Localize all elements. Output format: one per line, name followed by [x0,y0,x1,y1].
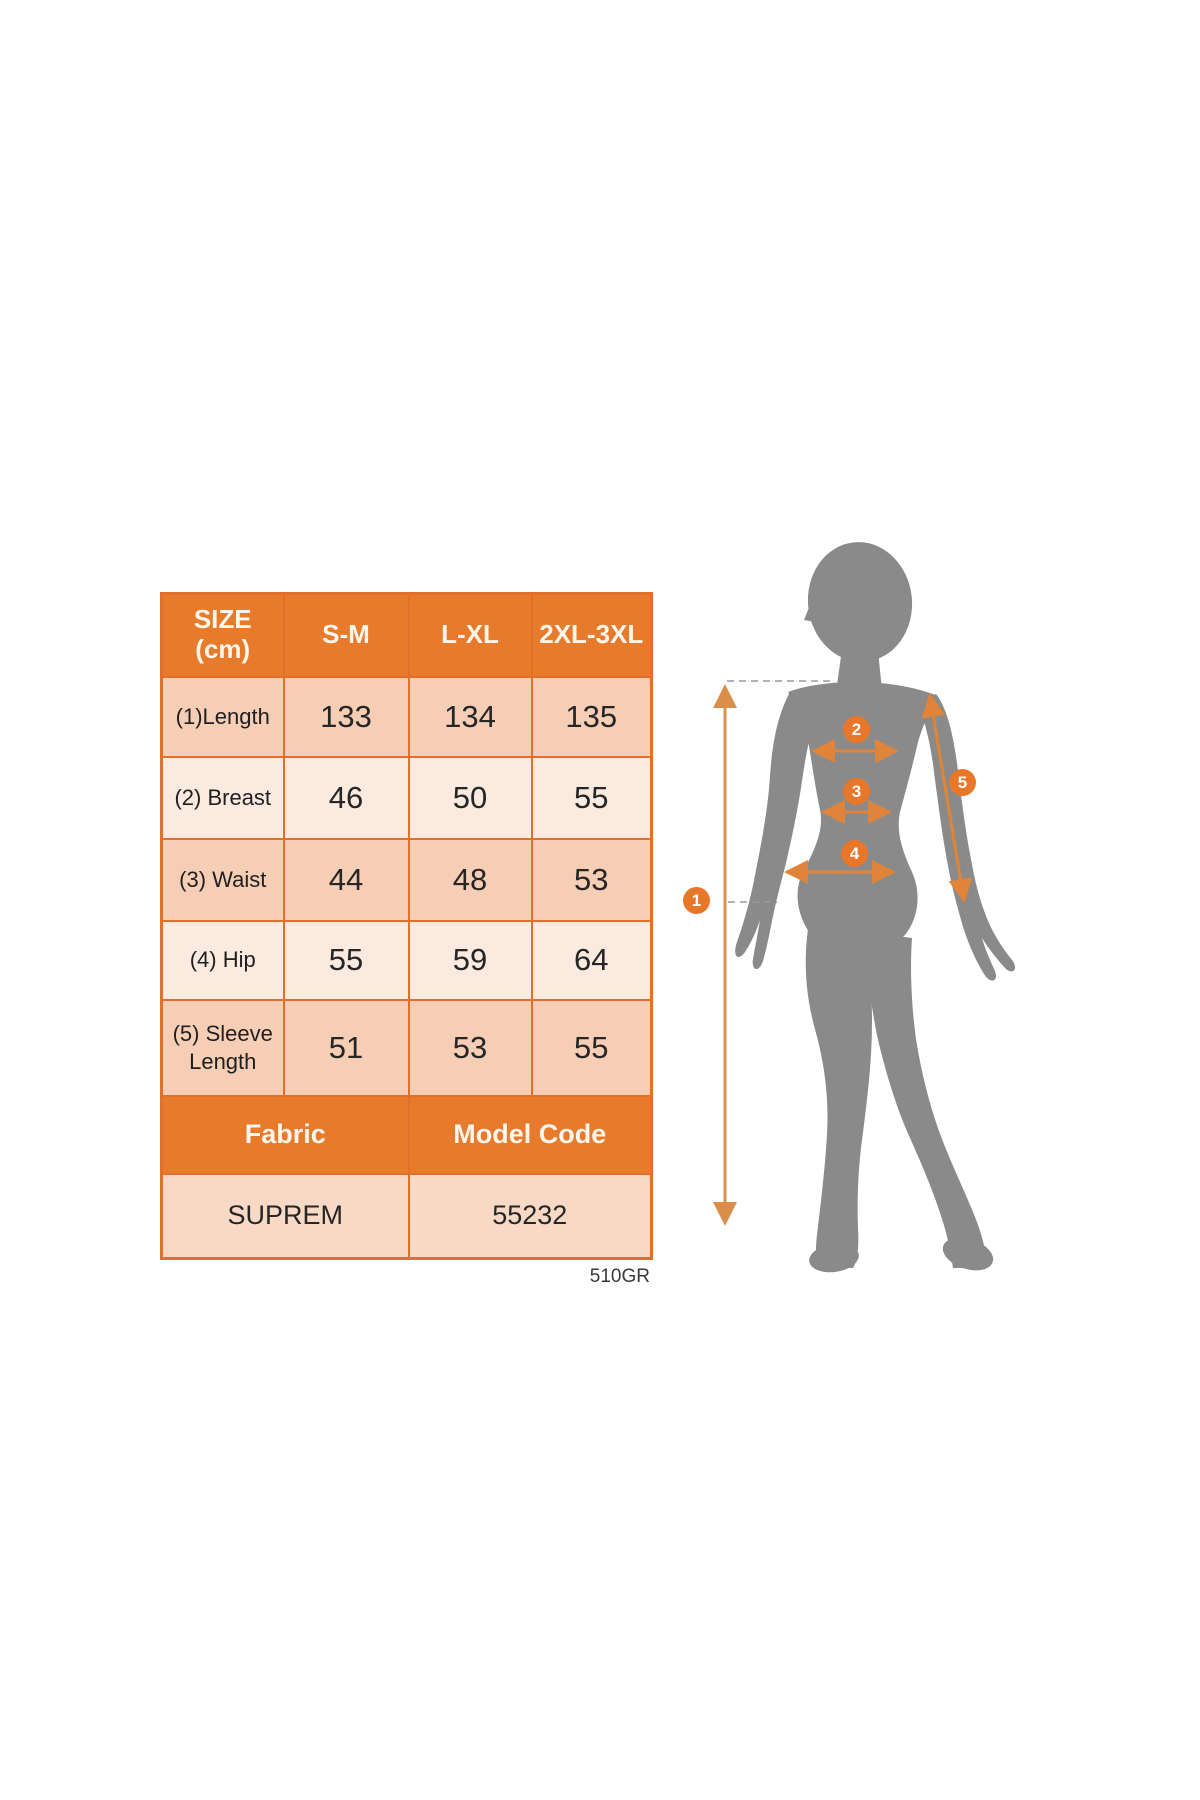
column-header-2xl-3xl: 2XL-3XL [530,592,653,678]
fabric-header-cell: Fabric [160,1094,410,1175]
size-value: 59 [407,919,533,1001]
size-value: 46 [282,755,410,840]
size-value: 51 [282,998,410,1097]
row-label: (2) Breast [160,755,285,840]
measurement-badge-1: 1 [683,887,710,914]
size-value: 55 [530,755,653,840]
size-value: 53 [530,837,653,922]
column-header-l-xl: L-XL [407,592,533,678]
silhouette-left-foot [809,1243,859,1273]
row-label: (5) Sleeve Length [160,998,285,1097]
size-chart-table: SIZE (cm) S-M L-XL 2XL-3XL (1)Length 133… [160,592,653,1260]
size-value: 53 [407,998,533,1097]
table-row-hip: (4) Hip 55 59 64 [160,919,653,1001]
row-label: (3) Waist [160,837,285,922]
measurement-badge-5: 5 [949,769,976,796]
silhouette-right-arm [917,694,1016,981]
unit-header-cell: SIZE (cm) [160,592,285,678]
size-value: 48 [407,837,533,922]
row-label: (4) Hip [160,919,285,1001]
size-value: 64 [530,919,653,1001]
silhouette-left-arm [735,692,818,970]
measurement-badge-4: 4 [841,840,868,867]
table-row-breast: (2) Breast 46 50 55 [160,755,653,840]
weight-footnote: 510GR [589,1266,650,1287]
measurement-badge-2: 2 [843,716,870,743]
size-value: 133 [282,675,410,758]
fabric-value-cell: SUPREM [160,1172,410,1260]
measurement-badge-3: 3 [843,778,870,805]
table-row-waist: (3) Waist 44 48 53 [160,837,653,922]
sleeve-arrow [921,693,973,903]
table-row-length: (1)Length 133 134 135 [160,675,653,758]
table-row-fabric-model: SUPREM 55232 [160,1172,653,1260]
size-value: 44 [282,837,410,922]
size-value: 55 [530,998,653,1097]
size-value: 50 [407,755,533,840]
body-measurement-figure: 1 2 3 4 5 [620,520,1060,1300]
size-value: 135 [530,675,653,758]
silhouette-left-leg [805,916,872,1268]
size-value: 55 [282,919,410,1001]
silhouette-head [807,542,913,662]
silhouette-right-foot [942,1237,994,1271]
size-value: 134 [407,675,533,758]
table-row-sleeve-length: (5) Sleeve Length 51 53 55 [160,998,653,1097]
female-silhouette [735,542,1016,1273]
female-silhouette-diagram [713,542,1016,1273]
silhouette-hair-wisp [804,580,826,624]
model-code-value-cell: 55232 [407,1172,653,1260]
model-code-header-cell: Model Code [407,1094,653,1175]
column-header-s-m: S-M [282,592,410,678]
silhouette-neck [836,631,882,692]
silhouette-right-leg [866,932,987,1268]
row-label: (1)Length [160,675,285,758]
